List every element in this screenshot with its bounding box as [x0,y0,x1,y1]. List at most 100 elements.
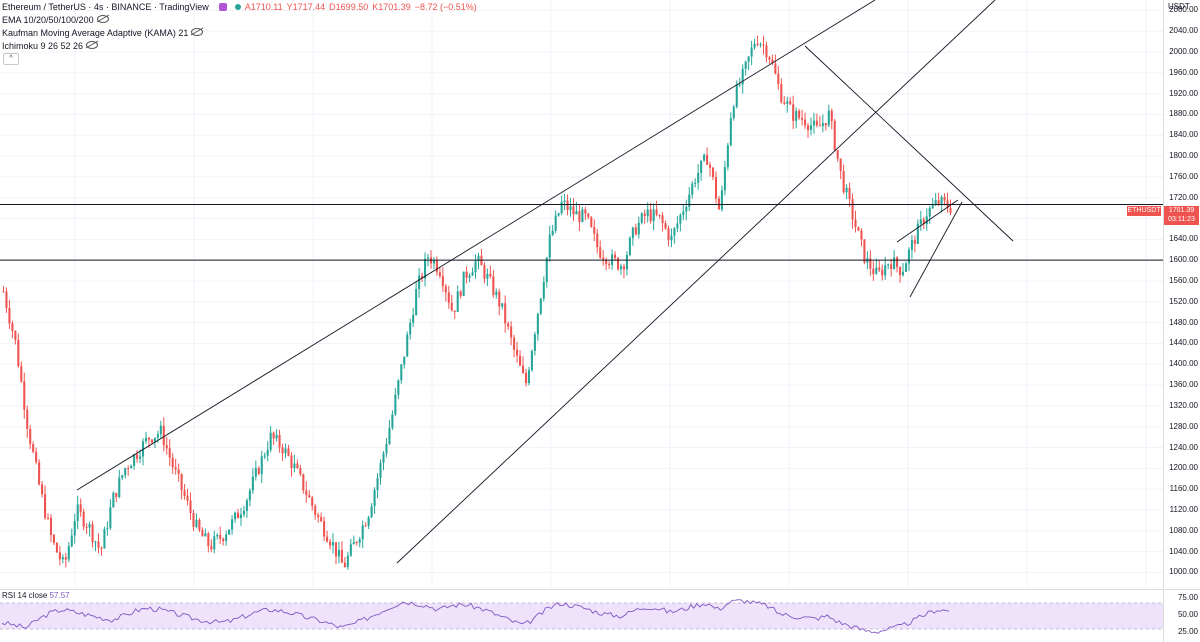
candle-body [46,517,50,519]
candle-body [29,428,32,445]
candle-body [130,465,133,469]
candle-body [64,557,67,560]
candle-body [625,254,628,270]
candle-body [438,272,441,277]
candle-body [652,209,655,222]
candle-body [397,380,400,395]
candle-body [483,265,486,279]
rsi-chart[interactable] [0,590,1163,642]
indicator-legend-ichimoku[interactable]: Ichimoku 9 26 52 26 [2,41,99,51]
indicator-legend-ema[interactable]: EMA 10/20/50/100/200 [2,15,109,25]
flag-icon[interactable] [218,3,227,11]
price-tick-label: 2040.00 [1169,26,1198,36]
price-tick-label: 1840.00 [1169,130,1198,140]
candle-body [403,356,406,365]
candle-body [52,534,55,543]
candle-body [783,102,786,104]
candle-body [792,104,795,121]
candle-body [391,414,394,428]
collapse-legend-button[interactable]: ^ [3,53,19,65]
candle-body [257,468,260,474]
hide-eye-icon[interactable] [86,41,99,49]
price-tick-label: 1800.00 [1169,151,1198,161]
candle-body [729,118,732,146]
candle-body [447,292,450,303]
indicator-legend-kama[interactable]: Kaufman Moving Average Adaptive (KAMA) 2… [2,28,204,38]
candle-body [242,510,245,515]
candle-body [361,525,364,540]
candle-body [198,519,201,531]
candle-body [536,313,539,335]
candle-body [370,506,373,518]
candle-body [228,529,231,535]
candle-body [697,172,700,183]
candle-body [26,409,29,429]
candle-body [406,334,409,357]
candle-body [299,468,302,475]
candle-body [614,254,617,258]
candle-body [269,432,272,450]
symbol-title[interactable]: Ethereum / TetherUS · 4s · BINANCE · Tra… [2,2,209,12]
candle-body [177,469,180,474]
candle-body [73,521,76,536]
candle-body [210,546,213,550]
candle-body [593,226,596,234]
bar-countdown: 03:11:23 [1168,216,1195,223]
candlestick-chart[interactable] [0,0,1163,588]
candle-body [575,211,578,215]
candle-body [554,215,557,231]
candle-body [343,562,346,568]
candle-body [8,308,11,324]
candle-body [875,267,878,274]
price-tick-label: 1080.00 [1169,525,1198,535]
candle-body [168,448,171,458]
candle-body [468,275,471,278]
candle-body [750,47,753,57]
candle-body [337,549,340,557]
candle-body [530,350,533,371]
hide-eye-icon[interactable] [96,15,109,23]
candle-body [275,435,278,439]
candle-body [20,366,23,382]
candle-body [118,477,121,497]
candle-body [524,372,528,384]
candle-body [857,226,860,231]
candle-body [474,261,477,273]
rsi-axis[interactable]: 75.00 50.00 25.00 [1163,589,1200,642]
price-tick-label: 1000.00 [1169,567,1198,577]
candle-body [640,213,643,223]
candle-body [513,337,516,350]
candle-body [367,517,370,526]
candle-body [153,437,156,443]
price-axis[interactable]: USDT 2080.00 2040.00 2000.00 1960.00 1920.00… [1163,0,1200,588]
candle-body [569,206,572,210]
candle-body [379,462,382,478]
candle-body [700,160,703,173]
candle-body [519,355,522,366]
candle-body [364,525,367,527]
candle-body [216,534,219,537]
main-price-pane[interactable] [0,0,1163,588]
hide-eye-icon[interactable] [191,28,204,36]
candle-body [91,524,94,542]
last-price-value: 1701.39 [1168,207,1195,214]
wedge-lower-line [909,201,963,298]
candle-body [444,286,447,293]
candle-body [97,541,100,548]
ohlc-close: K1701.39 [372,2,411,12]
candle-body [676,223,679,229]
candle-body [854,219,857,227]
rsi-pane[interactable] [0,589,1163,642]
candle-body [901,271,905,276]
candle-body [486,273,489,279]
rsi-tick-label: 25.00 [1177,627,1198,636]
candle-body [717,198,720,210]
candle-body [415,289,418,315]
price-tick-label: 1480.00 [1169,317,1198,327]
candle-body [578,211,581,222]
candle-body [388,427,391,444]
candle-body [643,213,646,217]
candle-body [714,177,718,199]
candle-body [504,303,507,324]
